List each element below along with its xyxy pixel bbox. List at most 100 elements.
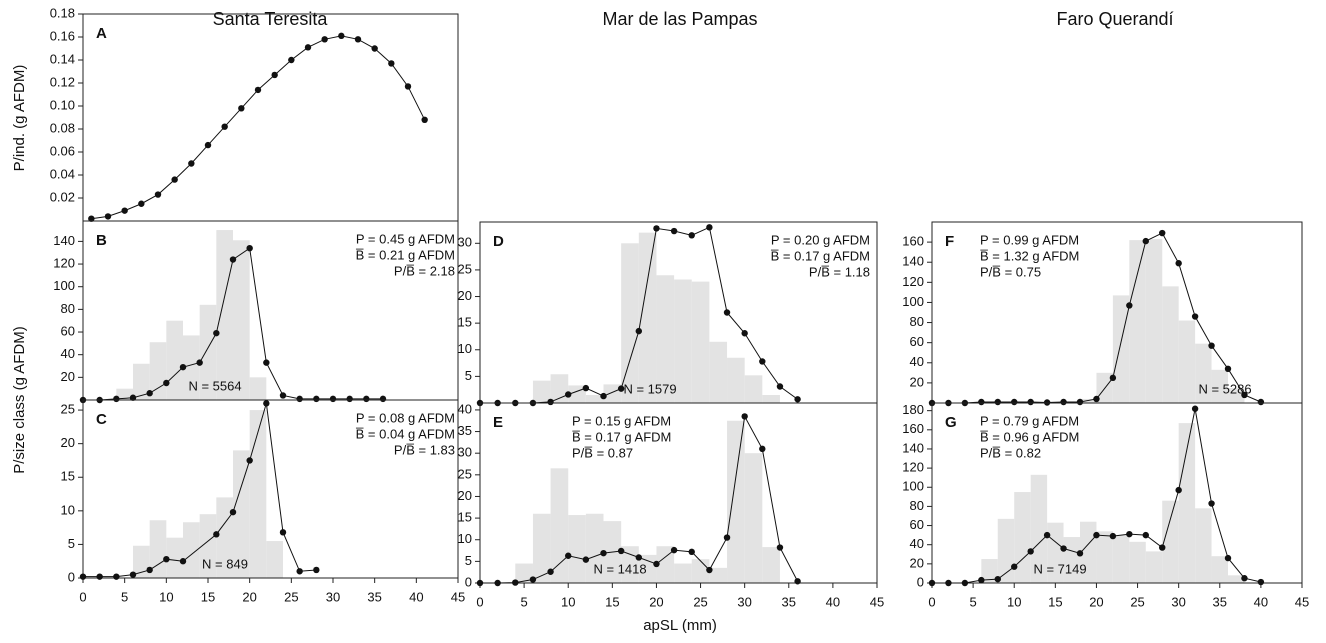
data-point xyxy=(565,552,572,559)
data-point xyxy=(329,395,337,403)
y-tick-label: 25 xyxy=(61,402,75,417)
x-tick-label: 45 xyxy=(870,594,884,609)
data-point xyxy=(945,579,952,587)
data-point xyxy=(388,60,395,67)
data-point xyxy=(653,225,660,232)
y-tick-label: 140 xyxy=(902,440,924,455)
data-point xyxy=(1093,531,1100,539)
annotation: P/B̅ = 1.18 xyxy=(809,264,870,279)
y-tick-label: 100 xyxy=(53,278,75,293)
data-point xyxy=(371,45,378,52)
data-point xyxy=(154,191,162,198)
y-tick-label: 0.18 xyxy=(50,5,75,20)
data-point xyxy=(1076,398,1084,406)
y-axis-label: P/size class (g AFDM) xyxy=(11,326,28,474)
data-point xyxy=(163,555,170,563)
data-point xyxy=(1208,342,1215,349)
data-point xyxy=(1093,395,1100,403)
panel-label: E xyxy=(493,414,503,431)
data-point xyxy=(313,566,320,574)
x-tick-label: 10 xyxy=(159,589,173,604)
y-tick-label: 100 xyxy=(902,294,924,309)
y-tick-label: 15 xyxy=(61,469,75,484)
x-tick-label: 40 xyxy=(409,589,423,604)
histogram-bar xyxy=(532,513,551,583)
data-point xyxy=(1076,550,1084,557)
annotation: P/B̅ = 0.75 xyxy=(980,264,1041,279)
x-tick-label: 5 xyxy=(520,594,527,609)
data-point xyxy=(723,534,731,541)
histogram-bar xyxy=(709,567,728,583)
histogram-bar xyxy=(674,563,692,583)
panel-label: A xyxy=(96,25,107,42)
x-tick-label: 5 xyxy=(121,589,128,604)
histogram-bar xyxy=(585,395,604,403)
column-title: Faro Querandí xyxy=(1056,9,1173,29)
data-point xyxy=(221,123,228,130)
y-tick-label: 20 xyxy=(61,435,75,450)
data-point xyxy=(304,44,312,51)
histogram-bar xyxy=(1145,551,1163,583)
y-tick-label: 0 xyxy=(68,569,75,584)
data-point xyxy=(279,529,287,536)
histogram-bar xyxy=(1080,521,1097,583)
x-tick-label: 30 xyxy=(326,589,340,604)
y-tick-label: 25 xyxy=(458,466,472,481)
data-point xyxy=(1257,398,1265,406)
y-tick-label: 20 xyxy=(61,369,75,384)
data-point xyxy=(96,573,103,580)
data-point xyxy=(213,531,220,538)
data-point xyxy=(978,398,985,406)
histogram-bar xyxy=(638,232,657,403)
data-point xyxy=(617,385,625,392)
histogram-bar xyxy=(116,388,133,400)
data-point xyxy=(213,329,220,337)
annotation: P/B̅ = 2.18 xyxy=(394,263,455,278)
y-tick-label: 20 xyxy=(910,374,924,389)
data-point xyxy=(961,579,969,587)
x-tick-label: 35 xyxy=(1213,594,1227,609)
annotation: P = 0.15 g AFDM xyxy=(572,413,671,428)
data-point xyxy=(354,36,362,43)
histogram-bar xyxy=(233,240,250,400)
data-point xyxy=(163,379,170,387)
data-point xyxy=(635,554,642,561)
data-point xyxy=(379,395,387,403)
y-tick-label: 40 xyxy=(910,354,924,369)
data-point xyxy=(1109,374,1117,382)
y-tick-label: 10 xyxy=(61,502,75,517)
annotation: B̅ = 1.32 g AFDM xyxy=(980,248,1079,263)
histogram-bar xyxy=(603,384,622,403)
data-point xyxy=(1159,544,1166,551)
data-point xyxy=(1208,500,1215,507)
y-tick-label: 20 xyxy=(910,555,924,570)
data-point xyxy=(138,200,145,207)
data-point xyxy=(1159,229,1166,237)
column-title: Mar de las Pampas xyxy=(602,9,757,29)
data-point xyxy=(179,558,187,565)
x-tick-label: 20 xyxy=(1089,594,1103,609)
data-point xyxy=(246,244,253,252)
histogram-bar xyxy=(183,335,200,400)
data-point xyxy=(582,384,590,392)
annotation: B̅ = 0.17 g AFDM xyxy=(572,429,671,444)
histogram-bar xyxy=(762,547,780,583)
y-tick-label: 0.02 xyxy=(50,189,75,204)
data-point xyxy=(741,413,748,420)
data-point xyxy=(600,549,607,557)
data-point xyxy=(113,573,120,580)
y-tick-label: 0 xyxy=(465,574,472,589)
histogram-bar xyxy=(709,341,728,403)
x-tick-label: 30 xyxy=(1171,594,1185,609)
histogram-bar xyxy=(133,545,150,578)
data-point xyxy=(994,398,1001,406)
y-tick-label: 35 xyxy=(458,423,472,438)
data-point xyxy=(706,224,713,231)
y-tick-label: 0 xyxy=(917,574,924,589)
data-point xyxy=(1027,398,1034,406)
data-point xyxy=(1027,548,1034,555)
y-tick-label: 120 xyxy=(902,460,924,475)
data-point xyxy=(363,395,370,403)
histogram-bar xyxy=(1047,522,1064,583)
data-point xyxy=(994,575,1001,583)
